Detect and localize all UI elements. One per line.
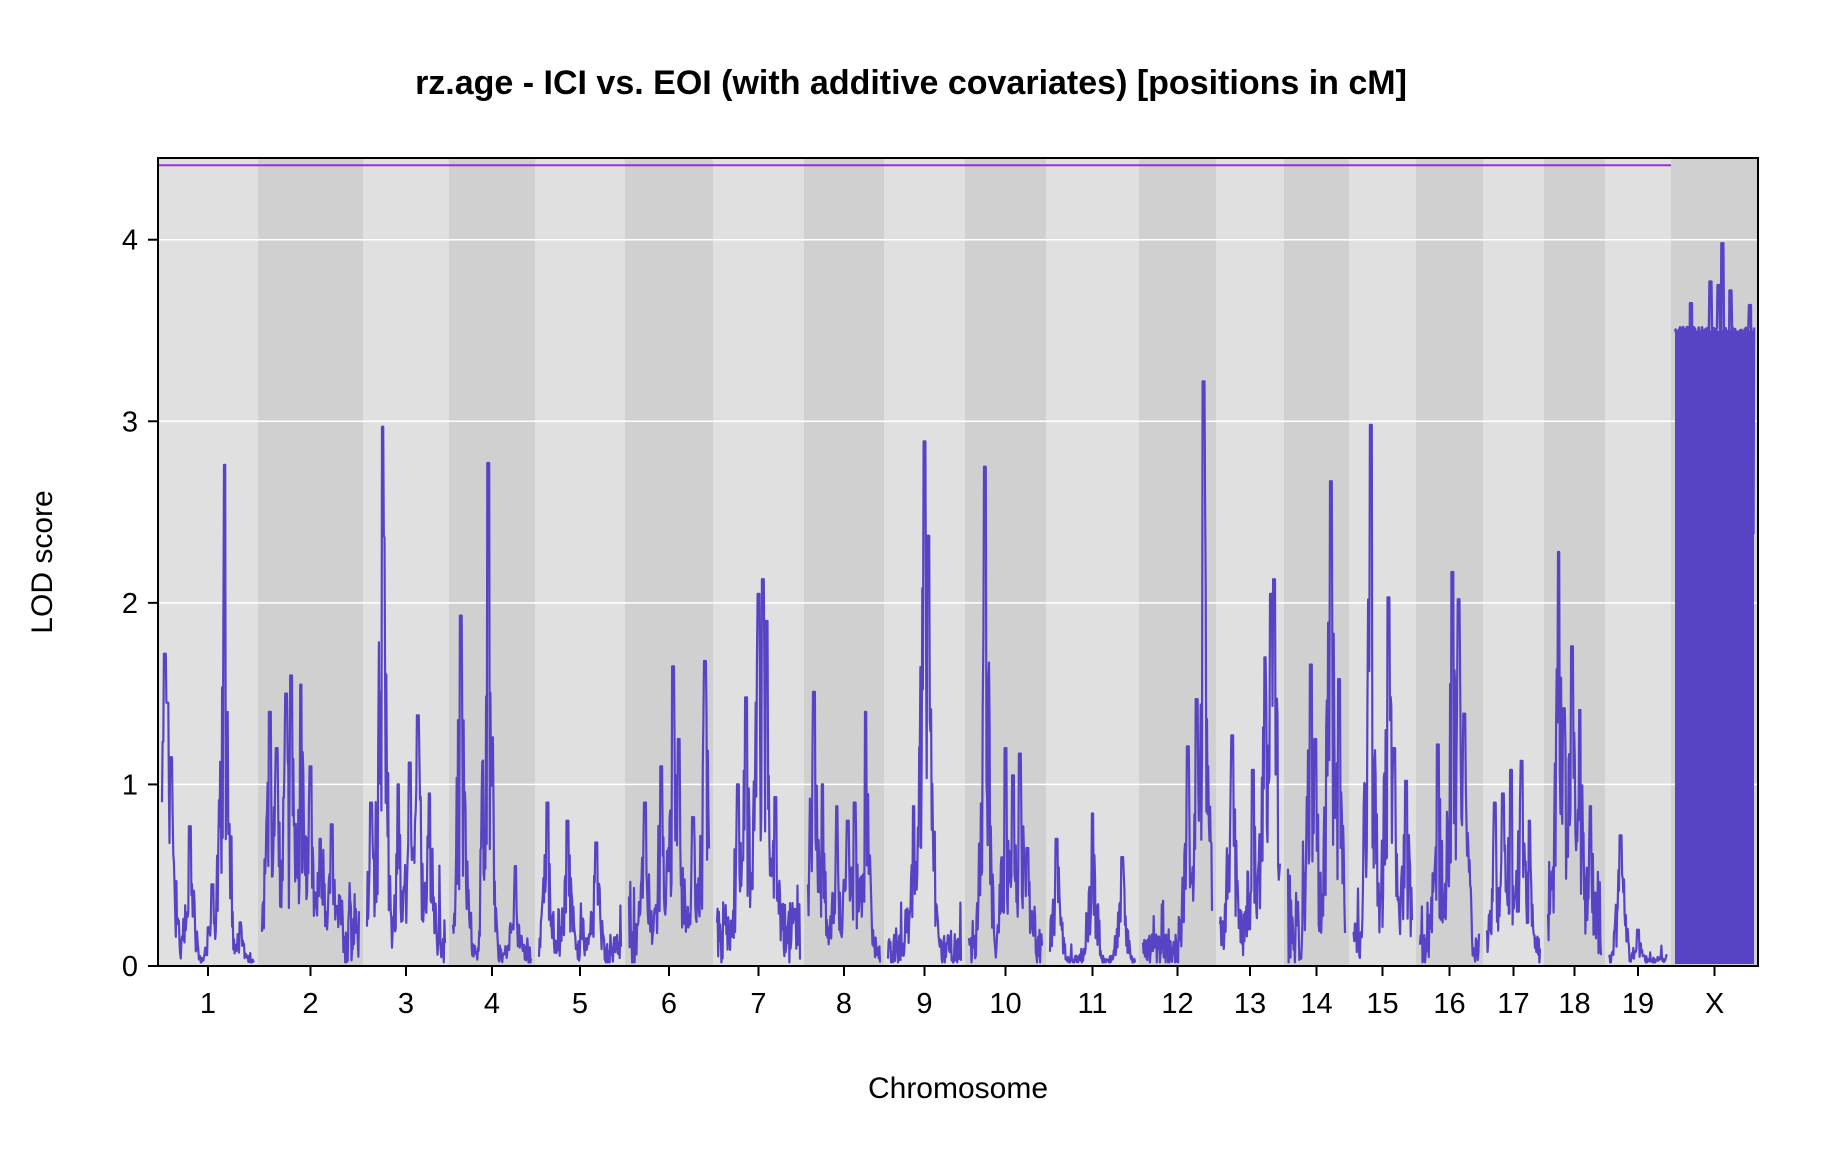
chromosome-bands — [158, 158, 1758, 966]
gridlines — [158, 238, 1758, 786]
x-tick-label-14: 14 — [1300, 988, 1332, 1020]
chart-title: rz.age - ICI vs. EOI (with additive cova… — [415, 64, 1407, 102]
x-tick-label-9: 9 — [916, 988, 932, 1020]
x-tick-label-13: 13 — [1234, 988, 1266, 1020]
y-tick-label-1: 1 — [122, 769, 138, 801]
lod-curve-chr-10 — [967, 465, 1044, 964]
lod-curve-chr-9 — [886, 440, 963, 964]
x-tick-label-6: 6 — [661, 988, 677, 1020]
lod-curve-chr-8 — [806, 690, 882, 963]
chromosome-band-7 — [713, 158, 804, 966]
chromosome-band-9 — [884, 158, 965, 966]
chromosome-band-5 — [535, 158, 625, 966]
x-tick-label-15: 15 — [1366, 988, 1398, 1020]
chromosome-band-10 — [965, 158, 1046, 966]
x-tick-label-1: 1 — [200, 988, 216, 1020]
x-tick-label-18: 18 — [1558, 988, 1590, 1020]
lod-fill-chr-X — [1675, 330, 1754, 964]
lod-curve-chr-7 — [715, 578, 802, 964]
x-tick-label-4: 4 — [484, 988, 500, 1020]
x-tick-label-2: 2 — [302, 988, 318, 1020]
y-tick-label-0: 0 — [122, 951, 138, 983]
lod-curve-chr-13 — [1218, 578, 1282, 957]
lod-curve-chr-4 — [451, 461, 533, 964]
x-tick-label-3: 3 — [398, 988, 414, 1020]
chromosome-band-1 — [158, 158, 258, 966]
x-tick-label-8: 8 — [836, 988, 852, 1020]
x-tick-label-16: 16 — [1433, 988, 1465, 1020]
lod-curve-chr-14 — [1286, 480, 1347, 964]
lod-curve-chr-19 — [1607, 834, 1668, 964]
x-tick-label-X: X — [1705, 988, 1724, 1020]
x-tick-label-7: 7 — [750, 988, 766, 1020]
y-axis-label: LOD score — [26, 490, 59, 633]
x-tick-label-12: 12 — [1161, 988, 1193, 1020]
x-tick-label-10: 10 — [989, 988, 1021, 1020]
lod-curve-chr-17 — [1485, 759, 1542, 964]
y-tick-label-3: 3 — [122, 406, 138, 438]
lod-curve-chr-3 — [365, 425, 447, 964]
chromosome-band-19 — [1605, 158, 1671, 966]
y-tick-label-2: 2 — [122, 588, 138, 620]
lod-curve-chr-2 — [260, 674, 361, 964]
lod-curve-chr-6 — [627, 659, 711, 964]
lod-curve-chr-18 — [1546, 550, 1603, 956]
chromosome-band-13 — [1216, 158, 1284, 966]
lod-curve-chr-5 — [537, 801, 623, 964]
lod-curve-chr-16 — [1418, 570, 1481, 964]
x-tick-label-19: 19 — [1622, 988, 1654, 1020]
y-tick-label-4: 4 — [122, 225, 138, 257]
lod-curve-chr-15 — [1352, 423, 1414, 960]
x-tick-label-11: 11 — [1077, 988, 1107, 1020]
lod-curves — [160, 242, 1756, 964]
y-axis-ticks: 0 1 2 3 4 — [122, 225, 158, 983]
lod-curve-chr-11 — [1048, 812, 1137, 964]
x-tick-label-5: 5 — [572, 988, 588, 1020]
lod-curve-chr-12 — [1141, 380, 1214, 964]
x-axis-ticks: 1 2 3 4 5 6 7 8 9 10 11 12 13 14 15 16 17 18 19 X — [200, 966, 1724, 1020]
lod-curve-chr-1 — [160, 463, 255, 964]
plot-frame — [157, 157, 1759, 967]
x-tick-label-17: 17 — [1497, 988, 1529, 1020]
x-axis-label: Chromosome — [868, 1072, 1048, 1105]
